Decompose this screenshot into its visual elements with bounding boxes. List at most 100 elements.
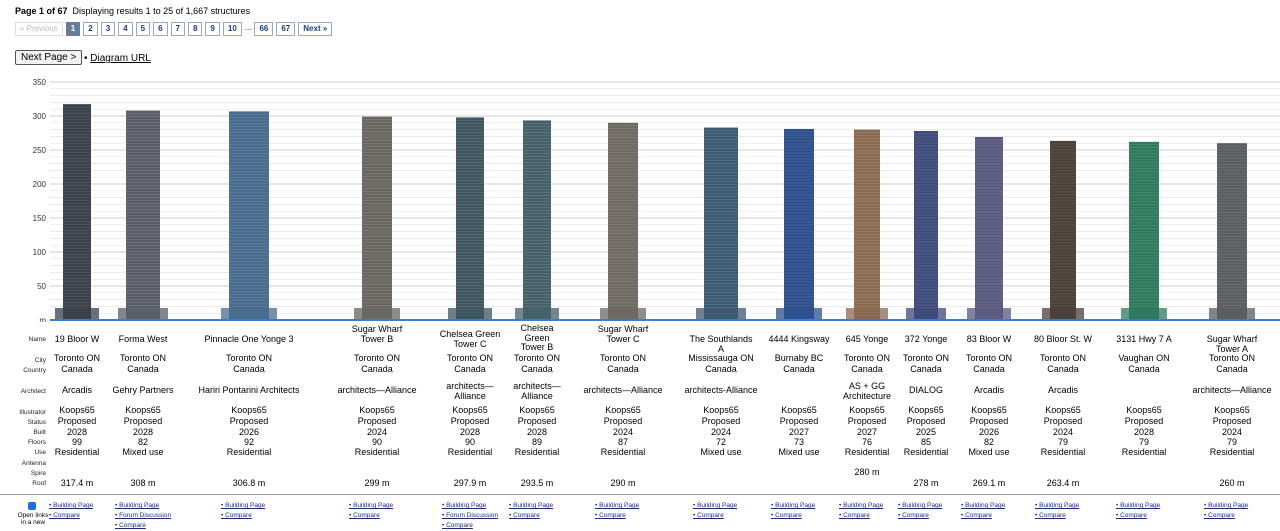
- link-building-page[interactable]: • Building Page: [1204, 502, 1249, 509]
- building-status: Proposed: [517, 416, 557, 426]
- building-status: Proposed: [779, 416, 819, 426]
- y-tick-label: 50: [37, 282, 46, 291]
- building-status: Proposed: [847, 416, 887, 426]
- building-roof: 297.9 m: [453, 478, 487, 488]
- building-city: Toronto ON: [599, 353, 647, 363]
- link-compare[interactable]: • Compare: [771, 512, 802, 519]
- building-city: Vaughan ON: [1118, 353, 1170, 363]
- link-compare[interactable]: • Compare: [595, 512, 626, 519]
- page-link-4[interactable]: 4: [118, 22, 133, 36]
- link-compare[interactable]: • Compare: [898, 512, 929, 519]
- building-architect: architects-Alliance: [684, 385, 758, 395]
- page-link-9[interactable]: 9: [205, 22, 220, 36]
- building-status: Proposed: [123, 416, 163, 426]
- y-tick-label: 200: [33, 180, 47, 189]
- link-building-page[interactable]: • Building Page: [221, 502, 266, 509]
- building-floors: 90: [371, 437, 382, 447]
- link-compare[interactable]: • Compare: [349, 512, 380, 519]
- building-podium: [1121, 308, 1167, 320]
- building-built: 2027: [788, 427, 810, 437]
- link-compare[interactable]: • Compare: [221, 512, 252, 519]
- building-bar: [229, 111, 269, 320]
- link-compare[interactable]: • Compare: [49, 512, 80, 519]
- building-roof: 308 m: [130, 478, 156, 488]
- link-compare[interactable]: • Compare: [1035, 512, 1066, 519]
- page-link-3[interactable]: 3: [100, 22, 116, 36]
- building-links: • Building Page • Compare: [771, 501, 815, 521]
- next-page-button[interactable]: Next Page >: [15, 50, 83, 65]
- building-country: Canada: [1128, 364, 1160, 374]
- page-link-67[interactable]: 67: [276, 22, 296, 36]
- page-link-2[interactable]: 2: [83, 22, 98, 36]
- building-spire: 280 m: [854, 467, 880, 477]
- building-city: Toronto ON: [965, 353, 1013, 363]
- page-link-66[interactable]: 66: [254, 22, 274, 36]
- link-building-page[interactable]: • Building Page: [1035, 502, 1080, 509]
- link-compare[interactable]: • Compare: [693, 512, 724, 519]
- link-compare[interactable]: • Compare: [509, 512, 540, 519]
- page-link-6[interactable]: 6: [153, 22, 168, 36]
- link-compare[interactable]: • Compare: [961, 512, 992, 519]
- building-city: Toronto ON: [1208, 353, 1256, 363]
- building-floors: 99: [71, 437, 82, 447]
- building-name: Chelsea Green Tower B: [520, 323, 554, 352]
- building-bar: [126, 110, 160, 320]
- building-podium: [448, 308, 492, 320]
- building-podium: [696, 308, 746, 320]
- open-links-checkbox[interactable]: [28, 502, 36, 510]
- building-links: • Building Page • Forum Discussion • Compa…: [442, 501, 498, 531]
- link-compare[interactable]: • Compare: [442, 522, 473, 529]
- building-name: 645 Yonge: [845, 334, 889, 344]
- building-use: Residential: [1209, 447, 1255, 457]
- building-bar: [854, 129, 880, 320]
- page-link-1[interactable]: 1: [65, 22, 81, 36]
- building-name: Chelsea Green Tower C: [439, 329, 501, 349]
- link-compare[interactable]: • Compare: [839, 512, 870, 519]
- link-building-page[interactable]: • Building Page: [771, 502, 816, 509]
- link-compare[interactable]: • Compare: [1116, 512, 1147, 519]
- next-page-link[interactable]: Next »: [298, 22, 333, 36]
- link-building-page[interactable]: • Building Page: [961, 502, 1006, 509]
- link-building-page[interactable]: • Building Page: [442, 502, 487, 509]
- link-compare[interactable]: • Compare: [115, 522, 146, 529]
- link-building-page[interactable]: • Building Page: [115, 502, 160, 509]
- y-tick-label: 250: [33, 146, 47, 155]
- building-bar: [975, 137, 1003, 320]
- building-name: Sugar Wharf Tower C: [597, 324, 649, 344]
- page-link-7[interactable]: 7: [170, 22, 185, 36]
- building-status: Proposed: [603, 416, 643, 426]
- building-roof: 290 m: [610, 478, 636, 488]
- y-tick-label: 300: [33, 112, 47, 121]
- page-link-5[interactable]: 5: [135, 22, 151, 36]
- link-building-page[interactable]: • Building Page: [509, 502, 554, 509]
- diagram-url-item: • Diagram URL: [84, 53, 151, 64]
- building-bar: [784, 128, 814, 320]
- link-building-page[interactable]: • Building Page: [1116, 502, 1161, 509]
- link-building-page[interactable]: • Building Page: [49, 502, 94, 509]
- link-building-page[interactable]: • Building Page: [349, 502, 394, 509]
- link-building-page[interactable]: • Building Page: [839, 502, 884, 509]
- building-architect: Arcadis: [973, 385, 1004, 395]
- building-bar: [523, 120, 551, 320]
- link-building-page[interactable]: • Building Page: [595, 502, 640, 509]
- previous-page-link: « Previous: [15, 22, 63, 36]
- building-roof: 278 m: [913, 478, 939, 488]
- building-use: Residential: [844, 447, 890, 457]
- building-built: 2028: [132, 427, 154, 437]
- link-building-page[interactable]: • Building Page: [898, 502, 943, 509]
- link-building-page[interactable]: • Building Page: [693, 502, 738, 509]
- link-compare[interactable]: • Compare: [1204, 512, 1235, 519]
- building-city: Mississauga ON: [688, 353, 754, 363]
- link-forum-discussion[interactable]: • Forum Discussion: [115, 512, 172, 519]
- building-podium: [967, 308, 1011, 320]
- page-link-8[interactable]: 8: [187, 22, 203, 36]
- building-city: Toronto ON: [902, 353, 950, 363]
- building-country: Canada: [1047, 364, 1079, 374]
- link-forum-discussion[interactable]: • Forum Discussion: [442, 512, 499, 519]
- table-separator: [0, 494, 1280, 495]
- building-status: Proposed: [906, 416, 946, 426]
- building-architect: architects—Alliance: [337, 385, 417, 395]
- page-link-10[interactable]: 10: [222, 22, 242, 36]
- building-country: Canada: [973, 364, 1005, 374]
- diagram-url-link[interactable]: Diagram URL: [90, 53, 151, 64]
